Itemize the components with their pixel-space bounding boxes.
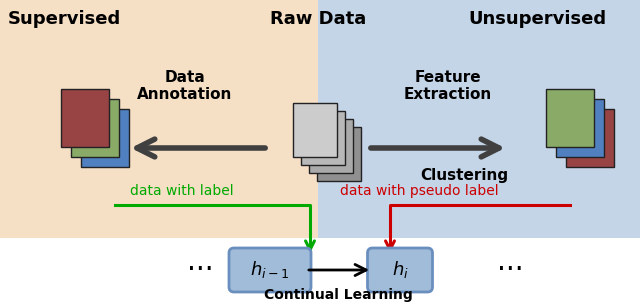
Text: ···: ··· (187, 256, 213, 284)
Text: Data
Annotation: Data Annotation (138, 70, 233, 102)
Text: Feature
Extraction: Feature Extraction (404, 70, 492, 102)
FancyBboxPatch shape (71, 99, 119, 157)
FancyBboxPatch shape (546, 89, 594, 147)
Bar (0, 238, 640, 304)
FancyBboxPatch shape (309, 119, 353, 173)
Text: Continual Learning: Continual Learning (264, 288, 412, 302)
FancyBboxPatch shape (293, 103, 337, 157)
FancyBboxPatch shape (566, 109, 614, 167)
Bar (0, 0, 318, 238)
Text: data with label: data with label (130, 184, 234, 198)
FancyBboxPatch shape (61, 89, 109, 147)
FancyBboxPatch shape (81, 109, 129, 167)
FancyBboxPatch shape (367, 248, 433, 292)
FancyBboxPatch shape (317, 127, 361, 181)
Text: Clustering: Clustering (420, 168, 508, 183)
FancyBboxPatch shape (229, 248, 311, 292)
FancyBboxPatch shape (301, 111, 345, 165)
Text: Supervised: Supervised (8, 10, 121, 28)
FancyBboxPatch shape (556, 99, 604, 157)
Text: $h_i$: $h_i$ (392, 260, 408, 281)
Text: Raw Data: Raw Data (270, 10, 366, 28)
Bar (318, 0, 640, 238)
Text: Unsupervised: Unsupervised (468, 10, 606, 28)
Text: data with pseudo label: data with pseudo label (340, 184, 499, 198)
Text: ···: ··· (497, 256, 524, 284)
Text: $h_{i-1}$: $h_{i-1}$ (250, 260, 290, 281)
